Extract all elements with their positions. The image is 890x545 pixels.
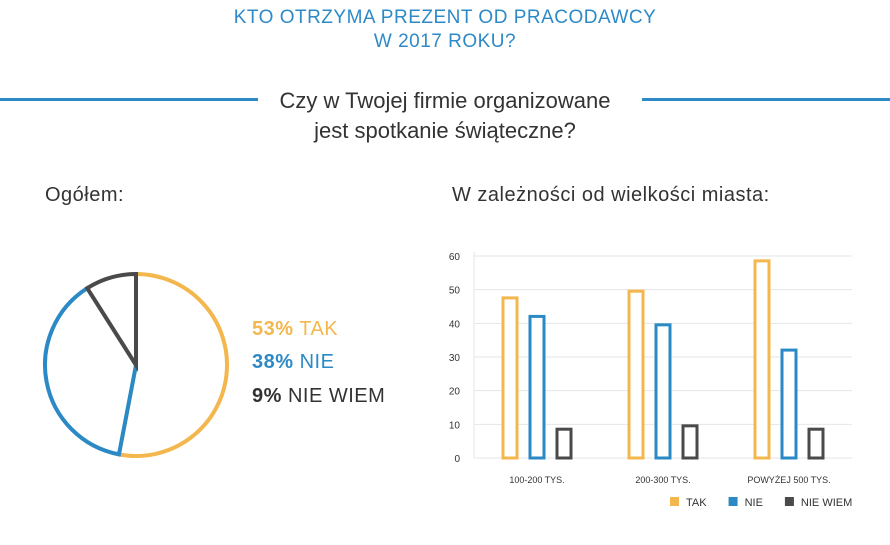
bar-nie [780,348,798,460]
y-tick-label: 10 [449,420,461,431]
legend-swatch-nie-wiem [784,497,794,506]
legend-label-tak: TAK [686,497,707,509]
pie-slice-tak [116,271,229,458]
bar-nie-wiem [555,427,573,460]
y-tick-label: 30 [449,353,461,364]
pie-legend-nie: 38% NIE [252,351,334,374]
legend-swatch-tak [670,497,679,506]
bar-nie [654,323,672,460]
title-line-2: W 2017 ROKU? [373,31,517,52]
pie-legend-nie-wiem-label: NIE WIEM [287,385,386,407]
pie-legend-nie-pct: 38% [252,351,294,373]
pie-slice-nie-wiem [84,271,138,372]
legend-label-nie-wiem: NIE WIEM [801,497,852,509]
right-divider [642,98,890,101]
pie-legend-nie-wiem: 9% NIE WIEM [252,385,385,408]
bar-tak [753,259,771,460]
question-line-1: Czy w Twojej firmie organizowane [279,88,611,113]
pie-heading: Ogółem: [45,184,125,206]
legend-swatch-nie [728,497,738,506]
y-tick-label: 20 [449,387,461,398]
title-line-1: KTO OTRZYMA PREZENT OD PRACODAWCY [233,7,657,28]
x-tick-label: 200-300 TYS. [635,475,690,485]
x-tick-label: POWYŻEJ 500 TYS. [747,475,830,485]
x-tick-label: 100-200 TYS. [509,475,564,485]
y-tick-label: 0 [454,454,460,465]
question-line-2: jest spotkanie świąteczne? [314,118,576,143]
bar-nie [528,314,546,460]
legend-label-nie: NIE [745,497,763,509]
bar-nie-wiem [807,427,825,460]
bar-tak [627,289,645,460]
bar-heading: W zależności od wielkości miasta: [452,184,770,206]
pie-chart [43,271,229,458]
pie-legend-tak: 53% TAK [252,318,338,341]
pie-legend-nie-wiem-pct: 9% [252,385,282,407]
survey-question: Czy w Twojej firmie organizowane jest sp… [0,86,890,146]
y-tick-label: 40 [449,319,461,330]
pie-legend-tak-label: TAK [299,318,339,340]
left-divider [0,98,258,101]
bar-chart: 0 10 20 30 40 50 60 100-200 TYS. 200-300 TYS. POW… [449,252,852,509]
bar-tak [501,296,519,460]
pie-legend-nie-label: NIE [299,351,335,373]
pie-legend-tak-pct: 53% [252,318,294,340]
bar-nie-wiem [681,424,699,460]
y-tick-label: 60 [449,252,461,263]
y-tick-label: 50 [449,286,461,297]
infographic-title: KTO OTRZYMA PREZENT OD PRACODAWCY W 2017… [0,6,890,54]
